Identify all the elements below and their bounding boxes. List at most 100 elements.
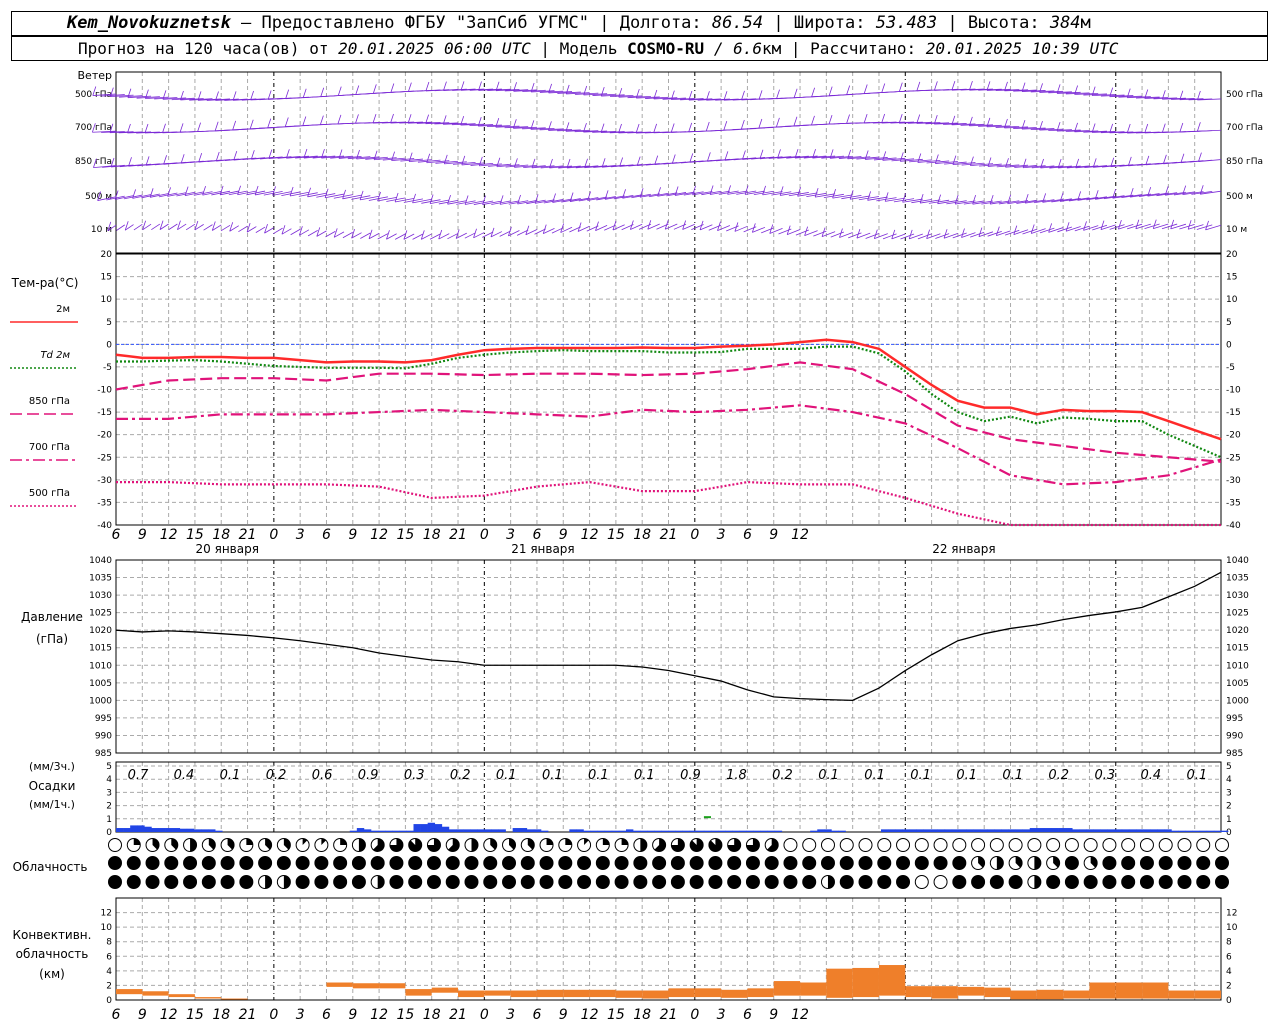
precip-bar xyxy=(569,829,577,832)
wind-barb xyxy=(618,131,643,134)
cloud-fill xyxy=(952,856,966,870)
pressure-ytick-left: 1015 xyxy=(89,644,112,654)
wind-barb xyxy=(751,156,774,160)
wind-barb-feather xyxy=(355,114,359,124)
wind-barb xyxy=(653,97,678,100)
wind-barb xyxy=(943,232,959,239)
precip-bar xyxy=(895,829,903,832)
wind-barb xyxy=(813,230,827,237)
wind-barb xyxy=(815,193,836,198)
wind-barb xyxy=(107,224,117,232)
precip-3h-label: 0.1 xyxy=(220,768,241,783)
precip-3h-label: 0.2 xyxy=(266,768,287,783)
precip-3h-label: 0.9 xyxy=(358,768,379,783)
wind-barb xyxy=(803,155,827,159)
precip-3h-label: 0.9 xyxy=(680,768,701,783)
wind-barb-feather xyxy=(342,189,346,199)
wind-barb xyxy=(850,195,871,200)
wind-barb xyxy=(609,94,634,98)
wind-barb xyxy=(1023,165,1046,169)
wind-barb-feather xyxy=(355,85,360,95)
conv-bar xyxy=(905,986,932,998)
wind-barb xyxy=(1086,196,1108,201)
wind-barb xyxy=(299,229,310,236)
temp-ytick-left: -5 xyxy=(103,363,112,373)
wind-barb xyxy=(727,190,748,195)
cloud-fill xyxy=(727,838,741,852)
cloud-circle-high xyxy=(1046,838,1061,852)
wind-barb xyxy=(97,196,117,201)
precip-bar xyxy=(951,829,960,832)
precip-ytick-right: 5 xyxy=(1226,762,1232,772)
temp-xtick: 6 xyxy=(112,527,121,543)
precip-bar xyxy=(413,824,421,832)
wind-barb xyxy=(995,125,1020,128)
wind-barb xyxy=(682,223,695,230)
precip-bar xyxy=(760,830,768,832)
wind-barb xyxy=(909,233,923,240)
temp-xtick: 18 xyxy=(423,527,441,543)
cloud-fill xyxy=(314,875,328,889)
wind-barb-feather xyxy=(1005,158,1009,168)
wind-barb-feather xyxy=(390,113,394,124)
cloud-fill xyxy=(633,875,647,889)
wind-barb xyxy=(412,198,432,204)
wind-barb xyxy=(882,233,897,240)
wind-barb-feather xyxy=(828,86,833,96)
wind-barb xyxy=(946,200,967,205)
precip-ytick-right: 2 xyxy=(1226,802,1232,812)
wind-barb xyxy=(858,196,880,201)
precip-ytick-right: 1 xyxy=(1226,815,1232,825)
wind-barb xyxy=(1100,94,1125,97)
conv-xtick: 12 xyxy=(791,1007,809,1023)
cloud-fill xyxy=(408,856,422,870)
wind-barb xyxy=(574,130,599,133)
wind-barb xyxy=(1057,91,1081,94)
precip-3h-label: 0.7 xyxy=(128,768,149,783)
precip-bar xyxy=(349,830,358,832)
wind-barb-feather xyxy=(447,195,451,205)
wind-barb xyxy=(583,130,608,133)
wind-barb xyxy=(1109,224,1125,230)
cloud-fill xyxy=(1121,875,1135,889)
wind-barb-feather xyxy=(215,151,220,162)
cloud-circle-high xyxy=(802,838,817,852)
wind-barb-feather xyxy=(464,195,469,205)
precip-ytick-right: 3 xyxy=(1226,788,1232,798)
temp-xtick: 6 xyxy=(322,527,331,543)
wind-barb xyxy=(1075,165,1099,169)
wind-barb-feather xyxy=(211,221,216,231)
wind-barb-feather xyxy=(530,120,535,130)
wind-barb xyxy=(683,191,704,196)
wind-barb xyxy=(848,232,862,239)
cloud-fill xyxy=(1065,856,1079,870)
wind-barb-feather xyxy=(390,83,395,93)
wind-barb xyxy=(548,128,573,131)
cloud-fill xyxy=(783,875,797,889)
wind-barb-feather xyxy=(762,185,766,195)
wind-barb xyxy=(873,157,897,161)
cloud-fill xyxy=(708,838,722,852)
wind-barb-feather xyxy=(162,123,166,133)
conv-xtick: 0 xyxy=(480,1007,489,1023)
wind-barb xyxy=(110,94,134,98)
precip-bar xyxy=(1036,828,1045,832)
wind-barb xyxy=(110,164,134,168)
conv-bar xyxy=(1036,989,1064,1000)
precip-bar xyxy=(1136,829,1144,832)
cloud-fill xyxy=(952,875,966,889)
wind-barb xyxy=(1040,165,1064,169)
temp-xtick: 21 xyxy=(239,527,257,543)
wind-barb xyxy=(578,197,599,202)
wind-barb-feather xyxy=(933,114,938,125)
pressure-ytick-left: 1025 xyxy=(89,609,112,619)
wind-barb xyxy=(715,98,739,101)
cloud-fill xyxy=(296,856,310,870)
temp-ytick-right: -25 xyxy=(1226,453,1241,463)
wind-barb xyxy=(823,193,844,199)
conv-bar xyxy=(721,989,748,998)
wind-barb xyxy=(1118,223,1134,230)
temp-series-2 xyxy=(115,361,1222,463)
wind-barb xyxy=(268,156,292,160)
wind-barb xyxy=(1022,228,1037,235)
